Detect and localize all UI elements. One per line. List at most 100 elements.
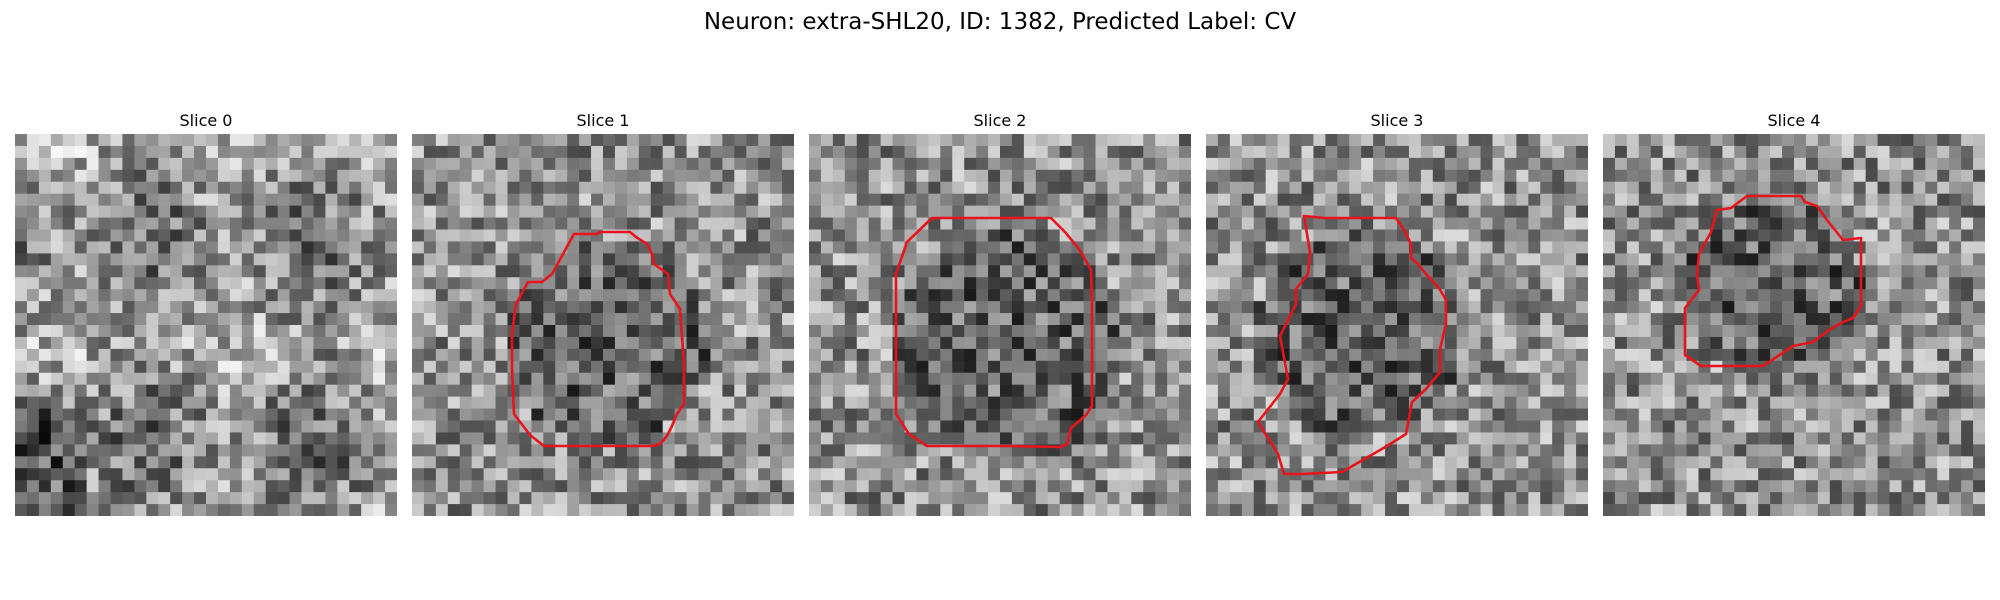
image-pixel	[277, 348, 290, 362]
image-pixel	[1444, 325, 1458, 338]
image-pixel	[820, 229, 834, 242]
image-pixel	[1095, 193, 1108, 207]
image-pixel	[110, 169, 123, 183]
image-pixel	[325, 444, 338, 457]
image-pixel	[459, 229, 473, 242]
image-pixel	[1949, 157, 1962, 171]
image-pixel	[1206, 205, 1219, 218]
image-pixel	[1540, 432, 1553, 445]
image-pixel	[1638, 384, 1652, 398]
image-pixel	[1241, 396, 1255, 409]
image-pixel	[1710, 336, 1723, 350]
image-pixel	[844, 408, 858, 421]
image-pixel	[349, 289, 362, 302]
image-pixel	[1734, 241, 1747, 254]
image-pixel	[844, 265, 858, 278]
image-pixel	[1841, 265, 1855, 278]
image-pixel	[98, 313, 111, 326]
image-pixel	[531, 372, 544, 386]
image-pixel	[206, 468, 219, 481]
image-pixel	[1095, 169, 1108, 183]
image-pixel	[1119, 181, 1132, 195]
image-pixel	[1698, 384, 1711, 398]
image-pixel	[50, 241, 64, 254]
image-pixel	[253, 468, 267, 481]
image-pixel	[952, 205, 965, 218]
image-pixel	[1686, 181, 1699, 195]
image-pixel	[1071, 289, 1084, 302]
image-pixel	[820, 205, 834, 218]
image-pixel	[1420, 336, 1434, 350]
image-pixel	[1301, 289, 1314, 302]
image-pixel	[1325, 396, 1338, 409]
image-pixel	[722, 420, 735, 433]
image-pixel	[638, 181, 652, 195]
image-pixel	[1877, 372, 1890, 386]
image-pixel	[1083, 205, 1096, 218]
image-pixel	[86, 193, 99, 207]
image-pixel	[1901, 360, 1914, 374]
image-pixel	[447, 241, 461, 254]
image-pixel	[15, 193, 28, 207]
image-pixel	[809, 348, 822, 362]
image-pixel	[1564, 360, 1577, 374]
image-pixel	[567, 408, 580, 421]
image-pixel	[1000, 504, 1013, 516]
image-pixel	[206, 432, 219, 445]
image-pixel	[820, 325, 834, 338]
image-pixel	[746, 468, 759, 481]
image-pixel	[1011, 325, 1025, 338]
image-pixel	[710, 301, 723, 314]
image-pixel	[217, 217, 231, 230]
image-pixel	[265, 181, 279, 195]
image-pixel	[555, 420, 568, 433]
image-pixel	[1337, 336, 1350, 350]
image-pixel	[110, 432, 123, 445]
image-pixel	[471, 348, 485, 362]
image-pixel	[686, 480, 699, 493]
image-pixel	[880, 480, 893, 493]
image-pixel	[1626, 444, 1640, 457]
image-pixel	[15, 384, 28, 398]
image-pixel	[1083, 480, 1096, 493]
image-pixel	[1301, 420, 1314, 433]
image-pixel	[483, 169, 496, 183]
image-pixel	[856, 313, 870, 326]
image-pixel	[170, 169, 183, 183]
image-pixel	[194, 444, 207, 457]
image-pixel	[26, 217, 40, 230]
image-pixel	[698, 396, 711, 409]
image-pixel	[820, 301, 834, 314]
image-pixel	[1492, 504, 1505, 516]
image-pixel	[1456, 277, 1470, 290]
image-pixel	[1829, 348, 1843, 362]
image-pixel	[722, 408, 735, 421]
image-pixel	[856, 456, 870, 469]
image-pixel	[856, 157, 870, 171]
image-pixel	[1504, 217, 1517, 230]
image-pixel	[1698, 277, 1711, 290]
image-pixel	[614, 348, 628, 362]
image-pixel	[1373, 265, 1386, 278]
image-pixel	[868, 205, 882, 218]
image-pixel	[686, 313, 699, 326]
image-pixel	[1698, 372, 1711, 386]
image-pixel	[182, 313, 195, 326]
image-pixel	[1119, 229, 1132, 242]
image-pixel	[782, 480, 794, 493]
image-pixel	[1131, 372, 1144, 386]
image-pixel	[1614, 217, 1628, 230]
image-pixel	[1770, 396, 1783, 409]
image-pixel	[638, 217, 652, 230]
image-pixel	[253, 277, 267, 290]
image-pixel	[1155, 492, 1168, 505]
image-pixel	[229, 134, 243, 147]
image-pixel	[86, 241, 99, 254]
image-pixel	[940, 504, 953, 516]
image-pixel	[361, 408, 374, 421]
image-pixel	[1603, 229, 1616, 242]
image-pixel	[110, 504, 123, 516]
image-pixel	[412, 169, 425, 183]
image-pixel	[265, 301, 279, 314]
image-pixel	[1059, 169, 1073, 183]
